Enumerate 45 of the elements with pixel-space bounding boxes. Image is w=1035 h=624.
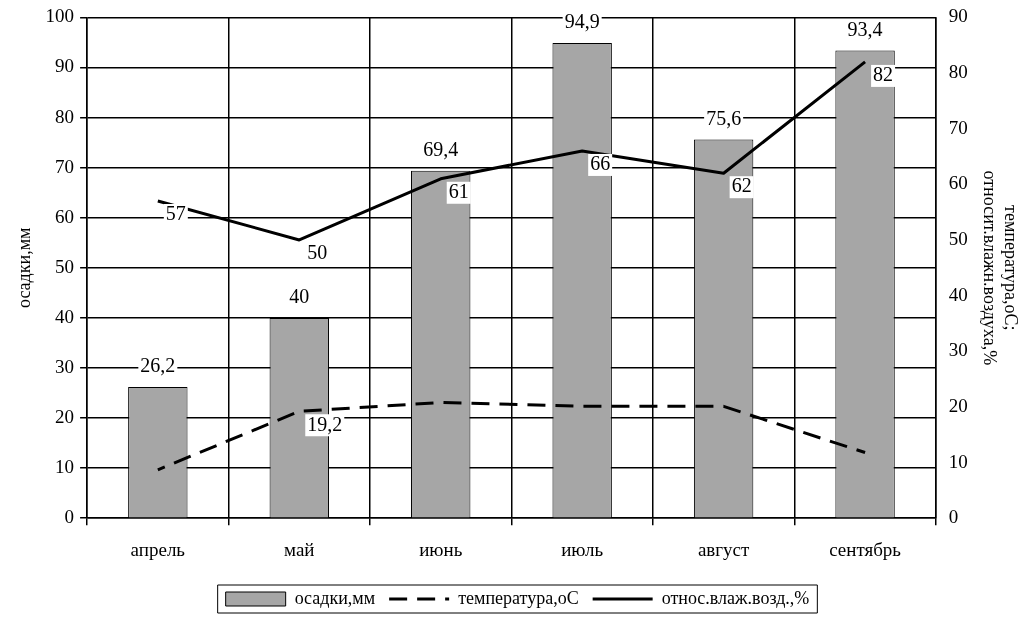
y2-tick-label: 50 (948, 227, 968, 249)
y2-tick-label: 70 (948, 116, 968, 138)
y2-tick-label: 30 (948, 339, 968, 361)
y2-tick-label: 20 (948, 394, 968, 416)
y2-tick-label: 40 (948, 283, 968, 305)
y2-tick-label: 80 (948, 61, 968, 83)
y-tick-label: 90 (55, 55, 75, 77)
data-label: 19,2 (307, 412, 343, 435)
y-axis-title: осадки,мм (13, 227, 34, 309)
data-label: 26,2 (140, 354, 176, 377)
x-tick-label: сентябрь (829, 538, 902, 560)
data-label: 61 (448, 180, 469, 203)
y-tick-label: 40 (55, 305, 75, 327)
y-tick-label: 20 (55, 406, 75, 428)
x-tick-label: август (697, 538, 751, 560)
data-label: 94,9 (564, 10, 600, 33)
y-tick-label: 70 (55, 155, 75, 177)
data-label: 69,4 (423, 137, 459, 160)
x-tick-label: май (284, 538, 315, 560)
data-label: 50 (307, 241, 328, 264)
y-tick-label: 0 (64, 506, 75, 528)
y-tick-label: 100 (45, 5, 75, 27)
x-tick-label: июль (561, 538, 604, 560)
data-label: 57 (165, 202, 186, 225)
y-tick-label: 30 (55, 355, 75, 377)
y2-tick-label: 90 (948, 5, 968, 27)
data-label: 40 (289, 285, 310, 308)
y-tick-label: 50 (55, 255, 75, 277)
data-label: 93,4 (847, 17, 883, 40)
legend-label: осадки,мм (294, 587, 376, 608)
data-label: 82 (873, 63, 894, 86)
legend-label: температура,оС (458, 587, 579, 608)
y-tick-label: 10 (55, 456, 75, 478)
data-label: 75,6 (706, 106, 742, 129)
x-tick-label: июнь (419, 538, 463, 560)
y-tick-label: 60 (55, 205, 75, 227)
data-label: 66 (590, 152, 611, 175)
y2-axis-title: температура,оС; относит.влажн.воздуха,% (979, 170, 1022, 366)
data-label: 62 (731, 174, 752, 197)
y2-tick-label: 10 (948, 450, 968, 472)
x-tick-label: апрель (130, 538, 186, 560)
legend-label: относ.влаж.возд.,% (661, 587, 810, 608)
y2-tick-label: 0 (948, 506, 959, 528)
y2-tick-label: 60 (948, 172, 968, 194)
y-tick-label: 80 (55, 105, 75, 127)
